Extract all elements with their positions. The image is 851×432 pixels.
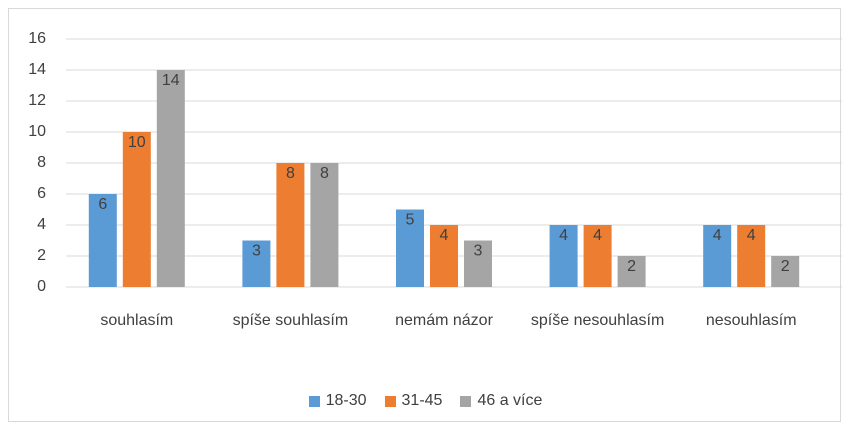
data-label: 10: [128, 134, 146, 151]
legend-swatch: [460, 395, 472, 407]
data-label: 5: [406, 212, 415, 229]
bar: [549, 225, 578, 287]
bar: [771, 256, 800, 287]
bar: [242, 240, 271, 287]
data-label: 4: [593, 227, 602, 244]
data-label: 8: [286, 165, 295, 182]
legend-item: 18-30: [308, 392, 367, 410]
data-label: 4: [559, 227, 568, 244]
y-tick-label: 10: [28, 123, 46, 140]
bar: [122, 132, 151, 287]
x-tick-label: souhlasím: [100, 312, 174, 329]
bar: [464, 240, 492, 287]
bar: [156, 70, 185, 287]
y-tick-label: 6: [37, 185, 46, 202]
x-tick-label: spíše souhlasím: [232, 312, 349, 329]
bar: [703, 225, 732, 287]
data-label: 4: [440, 227, 449, 244]
legend-label: 31-45: [401, 392, 443, 409]
y-tick-label: 2: [37, 247, 46, 264]
y-tick-label: 14: [28, 61, 46, 78]
legend-swatch: [384, 395, 396, 407]
bar: [396, 209, 424, 287]
legend: 18-30 31-45 46 a více: [0, 392, 851, 410]
x-tick-label: nesouhlasím: [705, 312, 797, 329]
bar: [310, 163, 339, 287]
legend-item: 46 a více: [460, 392, 542, 410]
data-label: 2: [781, 258, 790, 275]
legend-label: 18-30: [325, 392, 367, 409]
data-label: 4: [713, 227, 722, 244]
bar: [276, 163, 305, 287]
x-tick-label: spíše nesouhlasím: [530, 312, 665, 329]
data-label: 8: [320, 165, 329, 182]
legend-swatch: [308, 395, 320, 407]
bar: [737, 225, 766, 287]
data-label: 2: [627, 258, 636, 275]
y-tick-label: 0: [37, 278, 46, 295]
data-label: 14: [162, 72, 180, 89]
data-label: 3: [474, 243, 483, 260]
x-tick-label: nemám názor: [395, 312, 493, 329]
bar: [430, 225, 458, 287]
data-label: 4: [747, 227, 756, 244]
y-tick-label: 12: [28, 92, 46, 109]
chart-frame: [8, 8, 841, 422]
data-label: 6: [98, 196, 107, 213]
data-label: 3: [252, 243, 261, 260]
y-tick-label: 4: [37, 216, 46, 233]
bar: [617, 256, 646, 287]
legend-label: 46 a více: [477, 392, 543, 409]
legend-item: 31-45: [384, 392, 443, 410]
y-tick-label: 8: [37, 154, 46, 171]
y-tick-label: 16: [28, 30, 46, 47]
bar: [88, 194, 117, 287]
bar: [583, 225, 612, 287]
